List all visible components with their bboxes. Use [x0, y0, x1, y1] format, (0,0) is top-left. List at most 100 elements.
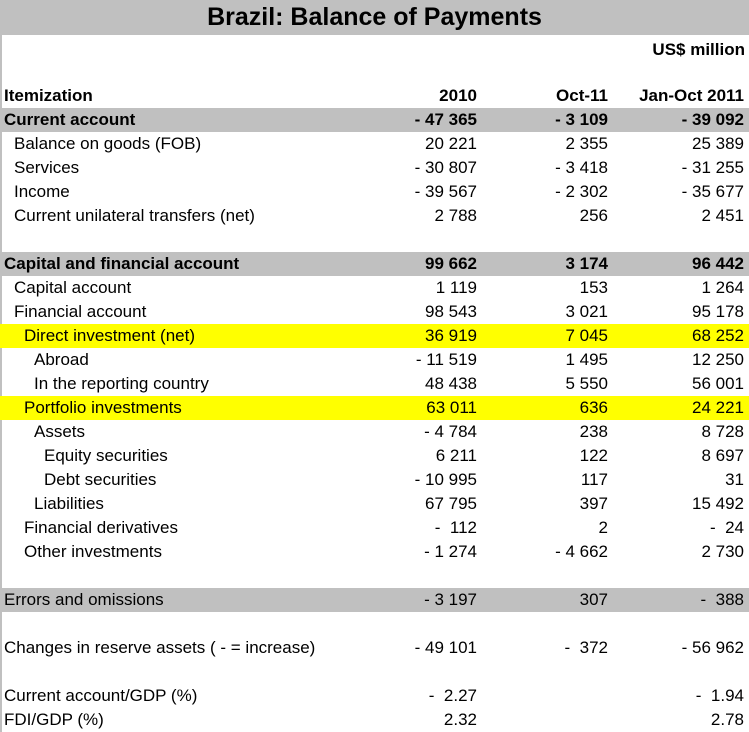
cell-oct-11: 256: [579, 206, 608, 225]
table-row-assets: Assets - 4 784 238 8 728: [0, 420, 749, 444]
cell-jan-oct-2011: - 31 255: [681, 158, 744, 177]
table-row-financial-account: Financial account 98 543 3 021 95 178: [0, 300, 749, 324]
units-label: US$ million: [652, 40, 745, 59]
row-label: Financial derivatives: [24, 518, 179, 537]
cell-jan-oct-2011: 68 252: [692, 326, 744, 345]
cell-jan-oct-2011: 1 264: [701, 278, 744, 297]
cell-2010: 63 011: [426, 398, 477, 417]
table-row-current-account-gdp: Current account/GDP (%) - 2.27 - 1.94: [0, 684, 749, 708]
cell-2010: 99 662: [425, 254, 477, 273]
row-label: In the reporting country: [34, 374, 209, 393]
table-row-balance-on-goods: Balance on goods (FOB) 20 221 2 355 25 3…: [0, 132, 749, 156]
cell-oct-11: 117: [580, 470, 608, 489]
row-label: Current account: [4, 110, 136, 129]
cell-oct-11: 238: [579, 422, 608, 441]
cell-oct-11: 636: [579, 398, 608, 417]
table-row-equity-securities: Equity securities 6 211 122 8 697: [0, 444, 749, 468]
cell-2010: 2.32: [443, 710, 477, 729]
table-row-errors-and-omissions: Errors and omissions - 3 197 307 - 388: [0, 588, 749, 612]
cell-2010: - 47 365: [414, 110, 477, 129]
cell-jan-oct-2011: - 24: [709, 518, 744, 537]
cell-oct-11: - 3 418: [555, 158, 608, 177]
balance-of-payments-table: Itemization 2010 Oct-11 Jan-Oct 2011 .ta…: [0, 84, 749, 732]
cell-jan-oct-2011: 15 492: [692, 494, 744, 513]
cell-2010: - 49 101: [414, 638, 477, 657]
cell-2010: - 112: [434, 518, 477, 537]
row-label: Abroad: [34, 350, 89, 369]
row-label: Current account/GDP (%): [4, 686, 198, 705]
row-label: Equity securities: [44, 446, 168, 465]
table-row-direct-investment: Direct investment (net) 36 919 7 045 68 …: [0, 324, 749, 348]
cell-oct-11: 7 045: [565, 326, 608, 345]
row-label: Debt securities: [44, 470, 157, 489]
row-label: Errors and omissions: [4, 590, 164, 609]
spacer-row: [0, 660, 749, 684]
cell-oct-11: 397: [579, 494, 608, 513]
table-row-services: Services - 30 807 - 3 418 - 31 255: [0, 156, 749, 180]
row-label: Other investments: [24, 542, 162, 561]
cell-jan-oct-2011: 12 250: [692, 350, 744, 369]
cell-jan-oct-2011: 56 001: [692, 374, 744, 393]
cell-oct-11: - 3 109: [555, 110, 608, 129]
table-row-debt-securities: Debt securities - 10 995 117 31: [0, 468, 749, 492]
cell-2010: 98 543: [425, 302, 477, 321]
table-row-portfolio-investments: Portfolio investments 63 011 636 24 221: [0, 396, 749, 420]
spacer-row: [0, 612, 749, 636]
header-oct-11: Oct-11: [556, 86, 608, 105]
cell-oct-11: 122: [579, 446, 608, 465]
row-label: Current unilateral transfers (net): [14, 206, 255, 225]
row-label: Portfolio investments: [24, 398, 182, 417]
cell-oct-11: 5 550: [565, 374, 608, 393]
cell-2010: - 4 784: [424, 422, 477, 441]
cell-oct-11: 153: [579, 278, 608, 297]
row-label: Services: [14, 158, 80, 177]
table-row-changes-in-reserve-assets: Changes in reserve assets ( - = increase…: [0, 636, 749, 660]
cell-2010: - 3 197: [424, 590, 477, 609]
table-row-financial-derivatives: Financial derivatives - 112 2 - 24: [0, 516, 749, 540]
cell-oct-11: - 2 302: [555, 182, 608, 201]
left-border: [0, 35, 2, 732]
cell-oct-11: 307: [579, 590, 608, 609]
cell-2010: 48 438: [425, 374, 477, 393]
row-label: Financial account: [14, 302, 147, 321]
row-label: Assets: [34, 422, 86, 441]
cell-jan-oct-2011: 8 728: [701, 422, 744, 441]
header-itemization: Itemization: [4, 86, 93, 105]
cell-2010: 6 211: [435, 446, 477, 465]
table-row-liabilities: Liabilities 67 795 397 15 492: [0, 492, 749, 516]
cell-jan-oct-2011: 8 697: [701, 446, 744, 465]
row-label: Changes in reserve assets ( - = increase…: [4, 638, 316, 657]
cell-jan-oct-2011: - 388: [700, 590, 744, 609]
cell-jan-oct-2011: - 39 092: [681, 110, 744, 129]
cell-jan-oct-2011: 25 389: [692, 134, 744, 153]
header-2010: 2010: [439, 86, 477, 105]
row-label: FDI/GDP (%): [4, 710, 104, 729]
cell-oct-11: 3 021: [565, 302, 608, 321]
cell-2010: 20 221: [425, 134, 477, 153]
table-row-current-unilateral-transfers: Current unilateral transfers (net) 2 788…: [0, 204, 749, 228]
row-label: Balance on goods (FOB): [14, 134, 202, 153]
cell-jan-oct-2011: 2.78: [710, 710, 744, 729]
table-row-other-investments: Other investments - 1 274 - 4 662 2 730: [0, 540, 749, 564]
table-row-fdi-gdp: FDI/GDP (%) 2.32 2.78: [0, 708, 749, 732]
cell-jan-oct-2011: - 1.94: [695, 686, 744, 705]
cell-2010: 1 119: [435, 278, 477, 297]
table-row-capital-account: Capital account 1 119 153 1 264: [0, 276, 749, 300]
cell-jan-oct-2011: 24 221: [692, 398, 744, 417]
table-row-income: Income - 39 567 - 2 302 - 35 677: [0, 180, 749, 204]
cell-oct-11: 1 495: [565, 350, 608, 369]
row-label: Liabilities: [34, 494, 104, 513]
table-row-abroad: Abroad - 11 519 1 495 12 250: [0, 348, 749, 372]
cell-oct-11: 2: [598, 518, 608, 537]
cell-2010: - 30 807: [414, 158, 477, 177]
table-row-in-the-reporting-country: In the reporting country 48 438 5 550 56…: [0, 372, 749, 396]
cell-jan-oct-2011: 2 451: [701, 206, 744, 225]
cell-oct-11: - 4 662: [555, 542, 608, 561]
cell-jan-oct-2011: 95 178: [692, 302, 744, 321]
header-jan-oct-2011: Jan-Oct 2011: [639, 86, 744, 105]
cell-jan-oct-2011: 2 730: [701, 542, 744, 561]
table-header-row: Itemization 2010 Oct-11 Jan-Oct 2011: [0, 84, 749, 108]
cell-jan-oct-2011: - 35 677: [681, 182, 744, 201]
spacer-row: [0, 564, 749, 588]
cell-2010: - 11 519: [415, 350, 477, 369]
